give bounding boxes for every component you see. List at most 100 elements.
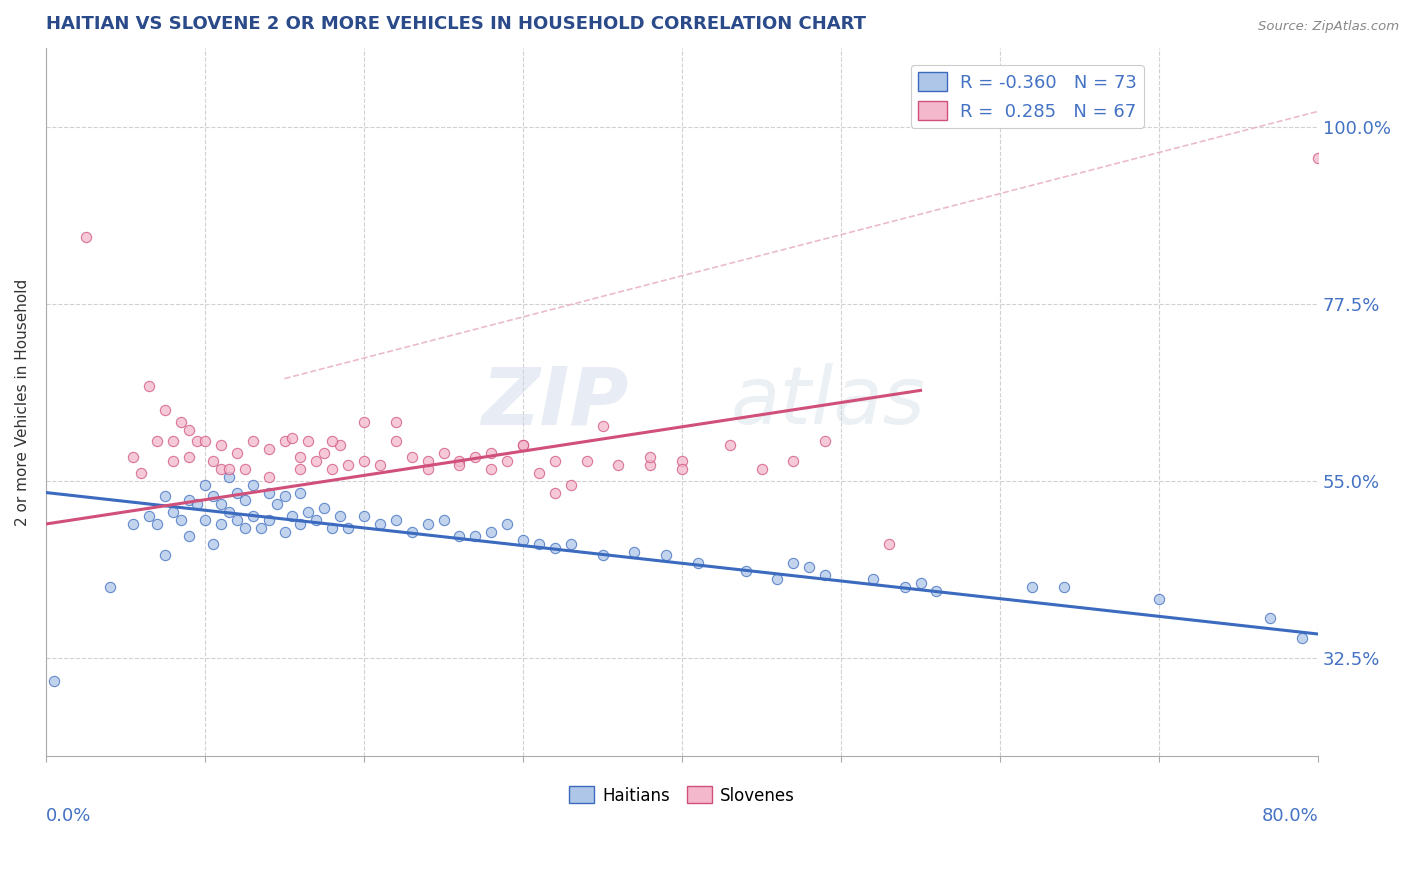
- Point: [138, 509, 160, 524]
- Point: [257, 470, 280, 484]
- Point: [209, 462, 232, 476]
- Point: [337, 458, 360, 472]
- Point: [162, 454, 184, 468]
- Point: [734, 564, 756, 578]
- Point: [782, 556, 804, 570]
- Point: [385, 434, 408, 449]
- Point: [177, 450, 200, 465]
- Point: [177, 529, 200, 543]
- Point: [273, 524, 295, 539]
- Point: [449, 529, 471, 543]
- Point: [1308, 152, 1330, 166]
- Point: [225, 485, 247, 500]
- Point: [385, 415, 408, 429]
- Point: [122, 450, 145, 465]
- Point: [401, 524, 423, 539]
- Point: [155, 549, 177, 563]
- Point: [479, 446, 502, 460]
- Point: [464, 450, 486, 465]
- Point: [575, 454, 598, 468]
- Point: [201, 536, 224, 550]
- Point: [321, 521, 343, 535]
- Point: [432, 513, 454, 527]
- Point: [201, 454, 224, 468]
- Point: [209, 438, 232, 452]
- Point: [146, 434, 169, 449]
- Point: [893, 580, 915, 594]
- Point: [98, 580, 121, 594]
- Point: [512, 533, 534, 547]
- Point: [766, 572, 789, 586]
- Point: [479, 524, 502, 539]
- Point: [281, 431, 304, 445]
- Point: [623, 544, 645, 558]
- Point: [122, 516, 145, 531]
- Point: [814, 568, 837, 582]
- Point: [496, 516, 519, 531]
- Point: [527, 536, 550, 550]
- Legend: Haitians, Slovenes: Haitians, Slovenes: [562, 780, 801, 811]
- Point: [201, 490, 224, 504]
- Point: [1021, 580, 1043, 594]
- Point: [1260, 611, 1282, 625]
- Point: [544, 454, 567, 468]
- Point: [314, 501, 336, 516]
- Point: [321, 462, 343, 476]
- Point: [592, 418, 614, 433]
- Point: [131, 466, 153, 480]
- Point: [266, 497, 288, 511]
- Point: [209, 497, 232, 511]
- Point: [321, 434, 343, 449]
- Point: [353, 415, 375, 429]
- Point: [385, 513, 408, 527]
- Point: [560, 536, 582, 550]
- Point: [305, 454, 328, 468]
- Point: [337, 521, 360, 535]
- Point: [416, 516, 439, 531]
- Point: [146, 516, 169, 531]
- Point: [862, 572, 884, 586]
- Text: Source: ZipAtlas.com: Source: ZipAtlas.com: [1258, 20, 1399, 33]
- Point: [512, 438, 534, 452]
- Point: [281, 509, 304, 524]
- Point: [218, 462, 240, 476]
- Point: [782, 454, 804, 468]
- Point: [194, 513, 217, 527]
- Point: [194, 477, 217, 491]
- Point: [1147, 591, 1170, 606]
- Point: [225, 513, 247, 527]
- Point: [527, 466, 550, 480]
- Point: [209, 516, 232, 531]
- Text: 0.0%: 0.0%: [46, 807, 91, 825]
- Point: [910, 576, 932, 591]
- Point: [638, 458, 661, 472]
- Point: [297, 505, 319, 519]
- Point: [170, 415, 193, 429]
- Point: [1291, 631, 1313, 645]
- Point: [225, 446, 247, 460]
- Point: [162, 434, 184, 449]
- Point: [290, 485, 312, 500]
- Text: 80.0%: 80.0%: [1261, 807, 1319, 825]
- Point: [75, 230, 97, 244]
- Point: [186, 434, 208, 449]
- Point: [877, 536, 900, 550]
- Point: [290, 462, 312, 476]
- Point: [751, 462, 773, 476]
- Y-axis label: 2 or more Vehicles in Household: 2 or more Vehicles in Household: [15, 278, 30, 525]
- Point: [416, 462, 439, 476]
- Point: [353, 509, 375, 524]
- Point: [257, 485, 280, 500]
- Point: [177, 493, 200, 508]
- Point: [155, 403, 177, 417]
- Point: [718, 438, 741, 452]
- Point: [607, 458, 630, 472]
- Point: [449, 454, 471, 468]
- Text: HAITIAN VS SLOVENE 2 OR MORE VEHICLES IN HOUSEHOLD CORRELATION CHART: HAITIAN VS SLOVENE 2 OR MORE VEHICLES IN…: [46, 15, 866, 33]
- Point: [368, 516, 391, 531]
- Point: [496, 454, 519, 468]
- Point: [162, 505, 184, 519]
- Point: [242, 509, 264, 524]
- Point: [368, 458, 391, 472]
- Text: atlas: atlas: [731, 363, 925, 442]
